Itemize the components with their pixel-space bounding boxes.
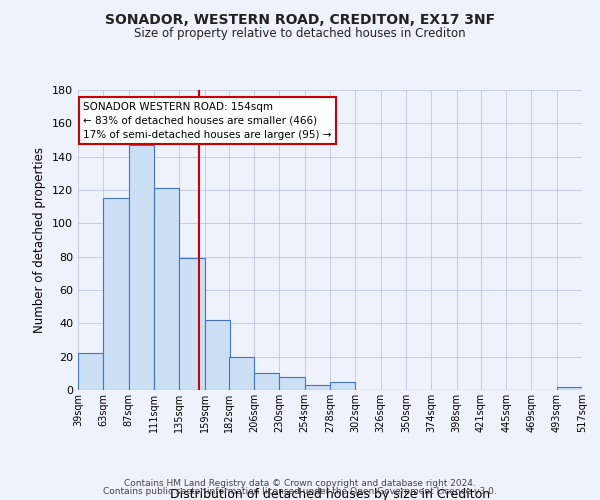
Bar [557, 386, 582, 390]
Text: SONADOR, WESTERN ROAD, CREDITON, EX17 3NF: SONADOR, WESTERN ROAD, CREDITON, EX17 3N… [105, 12, 495, 26]
Text: SONADOR WESTERN ROAD: 154sqm
← 83% of detached houses are smaller (466)
17% of s: SONADOR WESTERN ROAD: 154sqm ← 83% of de… [83, 102, 332, 140]
Bar [229, 356, 254, 390]
Bar [205, 320, 230, 390]
Text: Size of property relative to detached houses in Crediton: Size of property relative to detached ho… [134, 28, 466, 40]
Bar [330, 382, 355, 390]
Text: Contains public sector information licensed under the Open Government Licence v3: Contains public sector information licen… [103, 487, 497, 496]
Bar [179, 258, 205, 390]
Bar [78, 354, 103, 390]
Y-axis label: Number of detached properties: Number of detached properties [34, 147, 46, 333]
Text: Contains HM Land Registry data © Crown copyright and database right 2024.: Contains HM Land Registry data © Crown c… [124, 478, 476, 488]
Bar [154, 188, 179, 390]
Bar [128, 145, 154, 390]
Bar [103, 198, 128, 390]
Bar [254, 374, 280, 390]
X-axis label: Distribution of detached houses by size in Crediton: Distribution of detached houses by size … [170, 488, 490, 500]
Bar [305, 385, 330, 390]
Bar [280, 376, 305, 390]
